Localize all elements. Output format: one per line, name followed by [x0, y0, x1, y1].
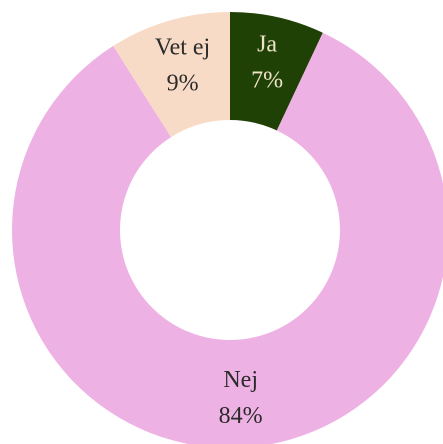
slice-label: Nej [223, 367, 258, 393]
donut-slice [230, 12, 323, 131]
value-label: 9% [167, 70, 199, 96]
slice-label: Ja [257, 32, 277, 58]
slice-label: Vet ej [155, 34, 210, 60]
value-label: 84% [219, 403, 263, 429]
value-label: 7% [251, 68, 283, 94]
donut-slice [12, 32, 443, 444]
donut-slice [113, 11, 230, 138]
